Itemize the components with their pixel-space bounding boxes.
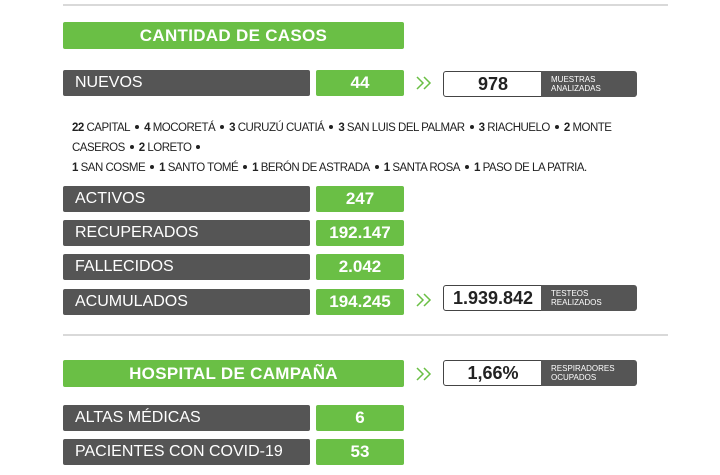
locality-name: MONTE CASEROS: [72, 122, 612, 154]
locality-name: PASO DE LA PATRIA.: [482, 162, 588, 174]
row-value: 53: [316, 439, 404, 465]
label-line: RESPIRADORES: [551, 364, 615, 373]
locality-count: 1: [473, 162, 480, 174]
label-line: MUESTRAS: [551, 75, 596, 84]
locality: 2 LORETO: [139, 142, 192, 154]
locality-name: MOCORETÁ: [152, 122, 216, 134]
bullet: [135, 124, 140, 129]
bullet: [243, 164, 248, 169]
locality-name: SAN LUIS DEL PALMAR: [346, 122, 465, 134]
row-value: 192.147: [316, 220, 404, 246]
locality: 3 SAN LUIS DEL PALMAR: [338, 122, 465, 134]
respiradores-label: RESPIRADORES OCUPADOS: [541, 360, 637, 386]
locality: 1 SANTA ROSA: [383, 162, 461, 174]
locality-count: 1: [252, 162, 259, 174]
locality-name: LORETO: [147, 142, 192, 154]
row-label: ACTIVOS: [63, 186, 310, 212]
row-value: 6: [316, 405, 404, 431]
locality-name: CAPITAL: [86, 122, 131, 134]
section-title: HOSPITAL DE CAMPAÑA: [63, 360, 404, 387]
row-label: PACIENTES CON COVID-19: [63, 439, 310, 465]
row-label: ALTAS MÉDICAS: [63, 405, 310, 431]
bullet: [374, 164, 379, 169]
divider: [63, 334, 668, 336]
row-label: NUEVOS: [63, 70, 310, 96]
locality-name: RIACHUELO: [487, 122, 550, 134]
bullet: [220, 124, 225, 129]
muestras-label: MUESTRAS ANALIZADAS: [541, 71, 637, 97]
section-title: CANTIDAD DE CASOS: [63, 22, 404, 49]
locality-count: 1: [72, 162, 78, 174]
localities: 22 CAPITAL 4 MOCORETÁ 3 CURUZÚ CUATIÁ 3 SAN…: [72, 118, 652, 178]
locality: 4 MOCORETÁ: [144, 122, 216, 134]
locality-count: 4: [144, 122, 150, 134]
bullet: [196, 144, 201, 149]
label-line: OCUPADOS: [551, 373, 597, 382]
locality-name: SANTO TOMÉ: [167, 162, 239, 174]
bullet: [329, 124, 334, 129]
chevron-icon: [416, 367, 432, 381]
locality: 2 MONTE CASEROS: [72, 122, 612, 154]
locality-count: 2: [138, 142, 145, 154]
row-label: RECUPERADOS: [63, 220, 310, 246]
locality: 1 SAN COSME: [72, 162, 146, 174]
locality-count: 2: [563, 122, 570, 134]
testeos-label: TESTEOS REALIZADOS: [541, 285, 637, 311]
bullet: [129, 144, 134, 149]
row-value: 247: [316, 186, 404, 212]
testeos-value: 1.939.842: [443, 285, 543, 311]
chevron-icon: [416, 293, 432, 307]
locality-name: CURUZÚ CUATIÁ: [237, 122, 325, 134]
bullet: [469, 124, 474, 129]
row-value: 2.042: [316, 254, 404, 280]
chevron-icon: [416, 76, 432, 90]
locality-name: SANTA ROSA: [392, 162, 460, 174]
bullet: [150, 164, 155, 169]
locality-name: BERÓN DE ASTRADA: [260, 162, 370, 174]
locality: 1 PASO DE LA PATRIA.: [474, 162, 587, 174]
row-value: 44: [316, 70, 404, 96]
locality-name: SAN COSME: [80, 162, 146, 174]
label-line: TESTEOS: [551, 289, 589, 298]
locality: 3 CURUZÚ CUATIÁ: [229, 122, 325, 134]
row-label: FALLECIDOS: [63, 254, 310, 280]
locality: 1 SANTO TOMÉ: [159, 162, 239, 174]
label-line: REALIZADOS: [551, 298, 602, 307]
muestras-value: 978: [443, 71, 543, 97]
row-value: 194.245: [316, 289, 404, 315]
locality: 3 RIACHUELO: [478, 122, 551, 134]
row-label: ACUMULADOS: [63, 289, 310, 315]
locality: 22 CAPITAL: [72, 122, 131, 134]
locality-count: 1: [383, 162, 390, 174]
locality-count: 22: [72, 122, 84, 134]
bullet: [554, 124, 559, 129]
locality-count: 1: [159, 162, 166, 174]
locality-count: 3: [478, 122, 485, 134]
locality-count: 3: [338, 122, 345, 134]
divider: [63, 4, 668, 6]
label-line: ANALIZADAS: [551, 84, 601, 93]
respiradores-value: 1,66%: [443, 360, 543, 386]
bullet: [464, 164, 469, 169]
locality: 1 BERÓN DE ASTRADA: [252, 162, 370, 174]
locality-count: 3: [229, 122, 236, 134]
